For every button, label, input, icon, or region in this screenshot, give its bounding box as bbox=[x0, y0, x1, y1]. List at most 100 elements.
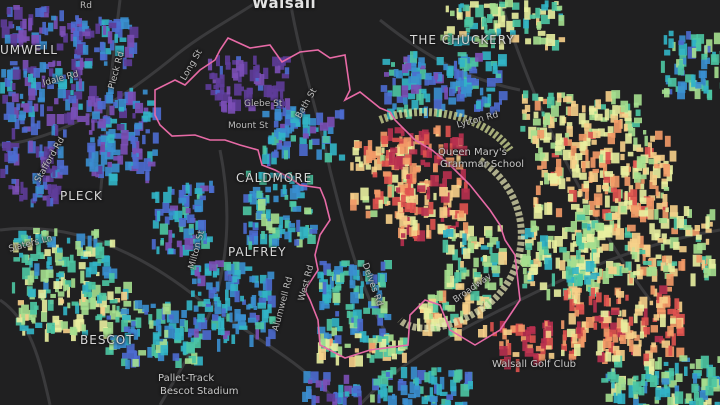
building bbox=[226, 313, 230, 322]
building bbox=[663, 186, 670, 191]
building bbox=[359, 285, 364, 299]
building bbox=[211, 323, 217, 331]
building bbox=[572, 333, 578, 344]
building bbox=[388, 385, 393, 393]
building bbox=[496, 241, 500, 249]
building bbox=[512, 352, 520, 357]
building bbox=[679, 246, 687, 253]
building bbox=[610, 322, 618, 330]
building bbox=[64, 284, 69, 291]
building bbox=[422, 330, 430, 336]
building bbox=[226, 333, 230, 341]
building bbox=[643, 307, 648, 321]
building bbox=[194, 319, 202, 332]
building bbox=[410, 366, 418, 380]
building bbox=[550, 142, 558, 149]
building bbox=[582, 259, 587, 267]
building bbox=[21, 304, 29, 316]
building bbox=[539, 282, 548, 291]
building bbox=[331, 327, 337, 337]
building bbox=[568, 353, 577, 360]
building bbox=[35, 8, 44, 17]
building bbox=[387, 186, 392, 198]
ward-boundary[interactable] bbox=[154, 36, 521, 359]
building bbox=[329, 276, 334, 290]
building bbox=[499, 277, 503, 286]
building bbox=[170, 310, 179, 324]
building bbox=[379, 274, 385, 287]
building bbox=[486, 78, 496, 87]
building bbox=[184, 320, 188, 332]
building bbox=[459, 31, 467, 37]
building bbox=[627, 224, 636, 232]
building bbox=[566, 288, 570, 295]
building bbox=[30, 301, 37, 315]
building bbox=[353, 315, 358, 328]
building bbox=[544, 257, 553, 270]
building bbox=[197, 301, 206, 307]
building bbox=[674, 362, 679, 375]
building bbox=[249, 191, 255, 196]
building bbox=[512, 2, 520, 10]
building bbox=[530, 220, 537, 233]
building bbox=[628, 384, 637, 398]
building bbox=[55, 68, 63, 77]
building bbox=[597, 128, 605, 137]
building bbox=[156, 246, 160, 255]
building bbox=[265, 186, 271, 193]
building bbox=[244, 266, 253, 271]
building bbox=[638, 301, 642, 306]
building bbox=[391, 62, 395, 67]
building bbox=[371, 308, 379, 315]
building bbox=[377, 335, 382, 342]
building bbox=[533, 36, 541, 45]
building bbox=[676, 327, 685, 336]
building bbox=[406, 187, 414, 196]
building bbox=[332, 287, 340, 293]
building bbox=[544, 202, 553, 215]
building bbox=[640, 197, 647, 204]
building bbox=[650, 135, 655, 142]
building bbox=[642, 254, 646, 264]
building bbox=[0, 19, 8, 28]
building bbox=[152, 149, 158, 156]
building bbox=[379, 338, 387, 350]
building bbox=[487, 93, 492, 107]
building bbox=[601, 378, 609, 383]
building bbox=[66, 237, 71, 244]
building bbox=[383, 347, 392, 357]
building bbox=[438, 317, 448, 328]
building bbox=[474, 272, 481, 278]
building bbox=[564, 139, 572, 146]
building bbox=[6, 7, 11, 15]
building bbox=[679, 35, 686, 43]
building bbox=[215, 77, 221, 88]
building bbox=[119, 106, 124, 112]
building bbox=[594, 315, 604, 322]
building bbox=[188, 184, 192, 196]
building bbox=[406, 175, 410, 179]
building bbox=[202, 330, 212, 340]
building bbox=[379, 347, 387, 352]
building bbox=[121, 358, 128, 367]
building bbox=[56, 60, 62, 66]
building bbox=[198, 219, 206, 233]
building bbox=[98, 136, 107, 145]
building bbox=[663, 381, 668, 389]
building bbox=[483, 265, 489, 274]
building bbox=[447, 33, 453, 45]
place-label-alumwell: UMWELL bbox=[0, 43, 58, 57]
building bbox=[392, 137, 400, 143]
building bbox=[447, 304, 456, 312]
building bbox=[643, 326, 650, 335]
building bbox=[54, 249, 63, 263]
building bbox=[660, 388, 667, 398]
building bbox=[335, 326, 340, 331]
building bbox=[559, 115, 565, 126]
building bbox=[610, 309, 620, 315]
building bbox=[185, 208, 191, 214]
building bbox=[464, 71, 468, 77]
building bbox=[194, 188, 203, 194]
